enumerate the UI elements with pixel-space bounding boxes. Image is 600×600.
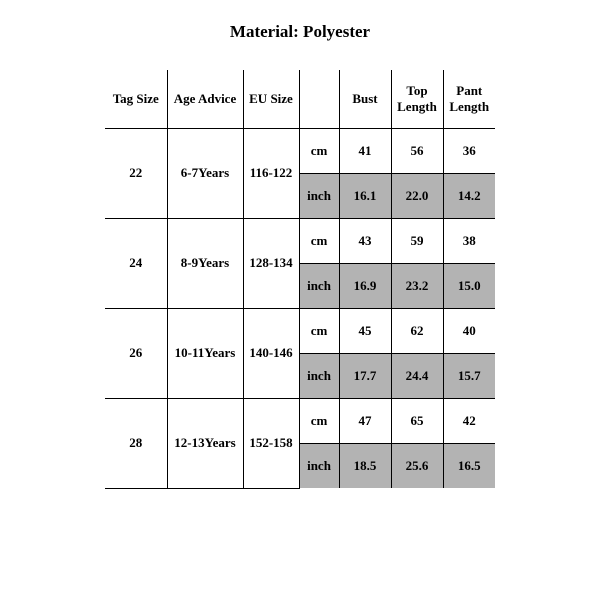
table-row: 22 6-7Years 116-122 cm 41 56 36: [105, 128, 495, 173]
cell-bust-inch: 17.7: [339, 353, 391, 398]
page-title: Material: Polyester: [0, 0, 600, 70]
col-header-tag: Tag Size: [105, 70, 167, 128]
col-header-pant: Pant Length: [443, 70, 495, 128]
table-row: 26 10-11Years 140-146 cm 45 62 40: [105, 308, 495, 353]
col-header-eu: EU Size: [243, 70, 299, 128]
cell-bust-cm: 47: [339, 398, 391, 443]
col-header-unit: [299, 70, 339, 128]
cell-tag: 22: [105, 128, 167, 218]
table-row: 28 12-13Years 152-158 cm 47 65 42: [105, 398, 495, 443]
cell-unit-cm: cm: [299, 218, 339, 263]
header-row: Tag Size Age Advice EU Size Bust Top Len…: [105, 70, 495, 128]
cell-tag: 28: [105, 398, 167, 488]
cell-top-inch: 23.2: [391, 263, 443, 308]
cell-eu: 128-134: [243, 218, 299, 308]
cell-eu: 140-146: [243, 308, 299, 398]
cell-pant-inch: 15.7: [443, 353, 495, 398]
cell-unit-inch: inch: [299, 263, 339, 308]
cell-tag: 24: [105, 218, 167, 308]
cell-unit-inch: inch: [299, 353, 339, 398]
cell-top-cm: 62: [391, 308, 443, 353]
cell-pant-cm: 40: [443, 308, 495, 353]
cell-bust-cm: 41: [339, 128, 391, 173]
cell-top-inch: 24.4: [391, 353, 443, 398]
cell-unit-inch: inch: [299, 173, 339, 218]
cell-top-cm: 65: [391, 398, 443, 443]
cell-pant-inch: 14.2: [443, 173, 495, 218]
cell-age: 12-13Years: [167, 398, 243, 488]
cell-bust-inch: 16.9: [339, 263, 391, 308]
cell-tag: 26: [105, 308, 167, 398]
cell-top-cm: 59: [391, 218, 443, 263]
col-header-top: Top Length: [391, 70, 443, 128]
cell-top-cm: 56: [391, 128, 443, 173]
cell-top-inch: 25.6: [391, 443, 443, 488]
cell-bust-inch: 16.1: [339, 173, 391, 218]
cell-age: 6-7Years: [167, 128, 243, 218]
cell-age: 10-11Years: [167, 308, 243, 398]
cell-pant-inch: 15.0: [443, 263, 495, 308]
cell-unit-inch: inch: [299, 443, 339, 488]
cell-unit-cm: cm: [299, 308, 339, 353]
cell-pant-cm: 36: [443, 128, 495, 173]
cell-unit-cm: cm: [299, 128, 339, 173]
col-header-bust: Bust: [339, 70, 391, 128]
cell-bust-cm: 45: [339, 308, 391, 353]
cell-age: 8-9Years: [167, 218, 243, 308]
cell-pant-cm: 38: [443, 218, 495, 263]
cell-unit-cm: cm: [299, 398, 339, 443]
cell-eu: 116-122: [243, 128, 299, 218]
cell-pant-inch: 16.5: [443, 443, 495, 488]
table-row: 24 8-9Years 128-134 cm 43 59 38: [105, 218, 495, 263]
cell-bust-inch: 18.5: [339, 443, 391, 488]
size-table: Tag Size Age Advice EU Size Bust Top Len…: [105, 70, 495, 489]
cell-top-inch: 22.0: [391, 173, 443, 218]
col-header-age: Age Advice: [167, 70, 243, 128]
cell-pant-cm: 42: [443, 398, 495, 443]
cell-bust-cm: 43: [339, 218, 391, 263]
cell-eu: 152-158: [243, 398, 299, 488]
